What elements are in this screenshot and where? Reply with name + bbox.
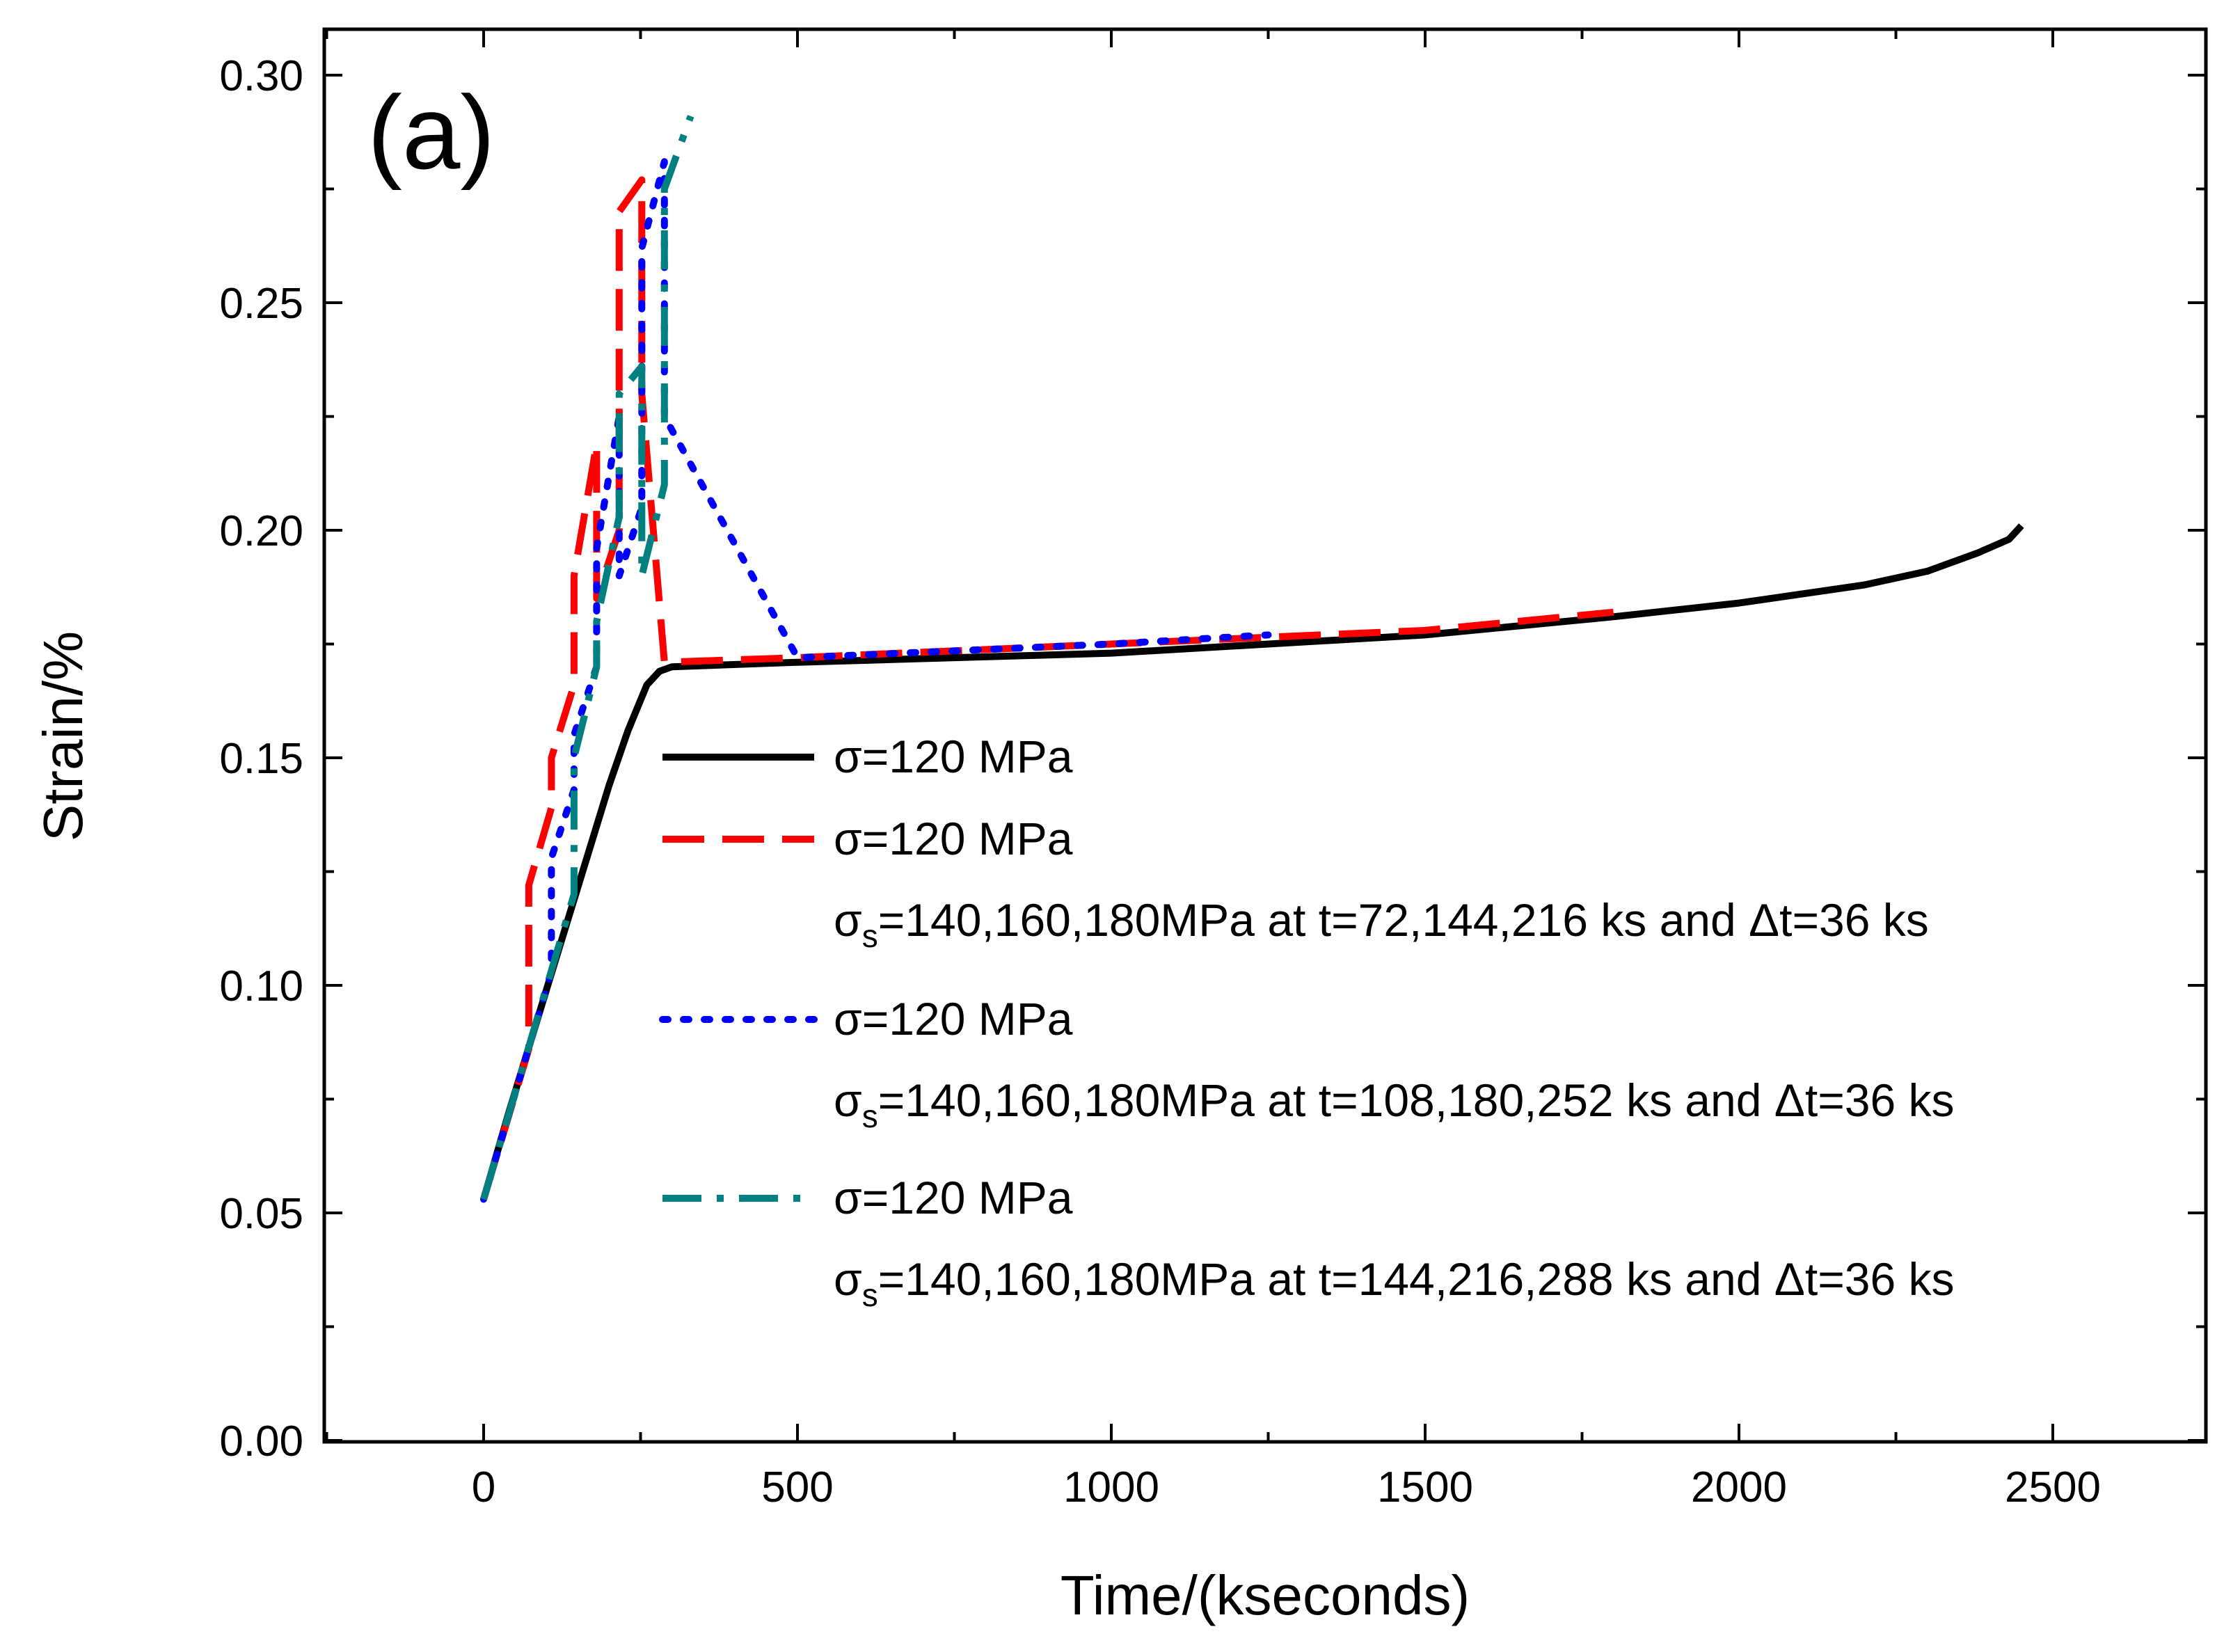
y-tick-label: 0.00 [219, 1417, 303, 1466]
plot-frame [322, 27, 2208, 1444]
y-tick-label: 0.30 [219, 52, 303, 100]
legend: σ=120 MPa σ=120 MPa σs=140,160,180MPa at t… [659, 731, 1954, 1313]
legend-label-2-1: σ=120 MPa [834, 813, 1073, 864]
series-layer [480, 115, 2024, 1203]
ticks-layer [324, 29, 2206, 1442]
y-tick-label: 0.05 [219, 1190, 303, 1238]
x-tick-label: 2500 [2005, 1463, 2101, 1511]
series-line-1 [480, 523, 2024, 1200]
y-tick-label: 0.15 [219, 735, 303, 783]
x-tick-label: 1000 [1063, 1463, 1159, 1511]
x-tick-label: 1500 [1377, 1463, 1473, 1511]
labels-layer: 0 500 1000 1500 2000 2500 0.00 0.05 0.10 0.15 0.20… [219, 52, 2101, 1511]
legend-label-4-1: σ=120 MPa [834, 1172, 1073, 1223]
x-axis-title: Time/(kseconds) [1061, 1564, 1470, 1626]
y-tick-label: 0.10 [219, 962, 303, 1010]
legend-label-2-2: σs=140,160,180MPa at t=72,144,216 ks and… [834, 894, 1929, 954]
x-tick-label: 2000 [1691, 1463, 1787, 1511]
panel-label: (a) [367, 74, 495, 191]
x-tick-label: 500 [761, 1463, 833, 1511]
series-line-2 [480, 176, 1614, 1200]
y-tick-label: 0.25 [219, 280, 303, 328]
x-tick-label: 0 [472, 1463, 495, 1511]
y-tick-label: 0.20 [219, 507, 303, 555]
legend-label-1-1: σ=120 MPa [834, 731, 1073, 782]
legend-label-3-1: σ=120 MPa [834, 993, 1073, 1045]
y-axis-title: Strain/% [32, 631, 94, 841]
legend-label-4-2: σs=140,160,180MPa at t=144,216,288 ks an… [834, 1253, 1954, 1313]
legend-label-3-2: σs=140,160,180MPa at t=108,180,252 ks an… [834, 1074, 1954, 1134]
